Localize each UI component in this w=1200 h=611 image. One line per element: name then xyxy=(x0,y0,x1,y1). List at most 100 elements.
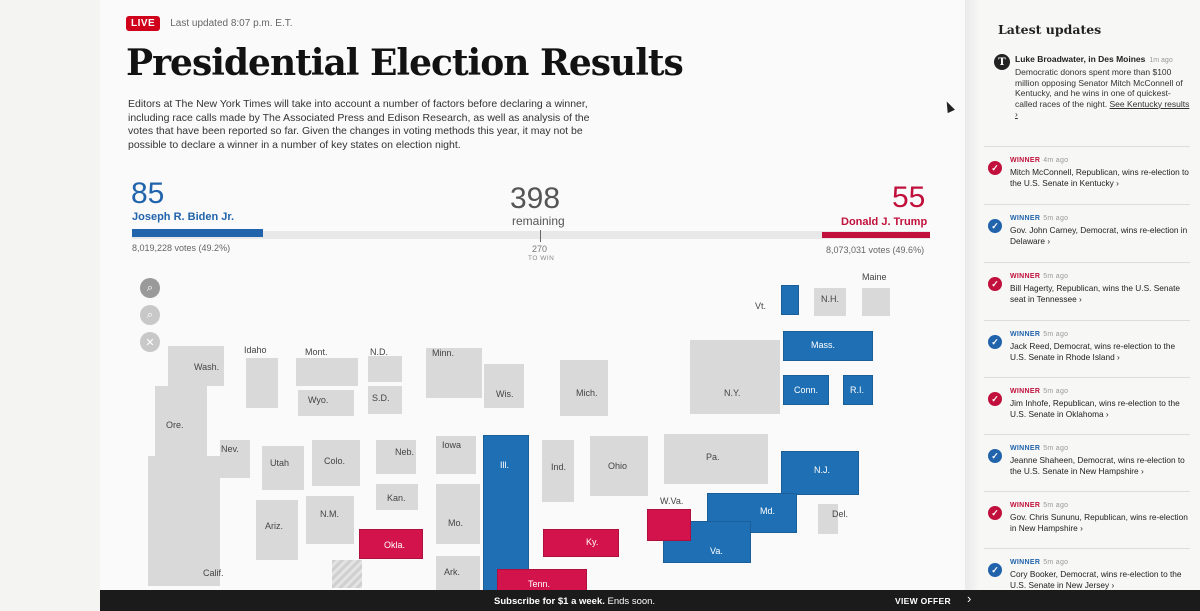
state-tile-nh[interactable] xyxy=(814,288,846,316)
label-ohio: Ohio xyxy=(608,461,628,471)
checkmark-icon: ✓ xyxy=(988,161,1002,175)
label-nd: N.D. xyxy=(370,347,388,357)
label-ariz: Ariz. xyxy=(265,521,283,531)
state-tile-mass[interactable] xyxy=(783,331,873,361)
state-tile-ill[interactable] xyxy=(483,435,529,591)
page-dek: Editors at The New York Times will take … xyxy=(128,98,590,151)
checkmark-icon: ✓ xyxy=(988,506,1002,520)
trump-electoral-count: 55 xyxy=(892,181,926,214)
state-tile-del[interactable] xyxy=(818,504,838,534)
update-item[interactable]: ✓ WINNER 5m ago Jeanne Shaheen, Democrat, w… xyxy=(984,434,1190,484)
state-tile-ind[interactable] xyxy=(542,440,574,502)
state-tile-conn[interactable] xyxy=(783,375,829,405)
checkmark-icon: ✓ xyxy=(988,335,1002,349)
state-tile-nd[interactable] xyxy=(368,356,402,382)
update-item[interactable]: ✓ WINNER 5m ago Jim Inhofe, Republican, win… xyxy=(984,377,1190,427)
update-text: Jeanne Shaheen, Democrat, wins re-electi… xyxy=(1010,455,1185,476)
checkmark-icon: ✓ xyxy=(988,563,1002,577)
update-text: Gov. John Carney, Democrat, wins re-elec… xyxy=(1010,225,1188,246)
state-tile-ny[interactable] xyxy=(690,340,780,414)
state-tile-iowa[interactable] xyxy=(436,436,476,474)
label-mont: Mont. xyxy=(305,347,328,357)
update-time: 5m ago xyxy=(1043,445,1069,452)
update-time: 5m ago xyxy=(1043,388,1069,395)
label-tenn: Tenn. xyxy=(528,579,551,589)
state-tile-mont[interactable] xyxy=(296,358,358,386)
state-tile-nj[interactable] xyxy=(781,451,859,495)
update-item[interactable]: ✓ WINNER 5m ago Jack Reed, Democrat, wins r… xyxy=(984,320,1190,370)
zoom-out-button[interactable]: ⌕ xyxy=(140,305,160,325)
state-tile-colo[interactable] xyxy=(312,440,360,486)
update-text: Bill Hagerty, Republican, wins the U.S. … xyxy=(1010,283,1181,304)
update-text: Mitch McConnell, Republican, wins re-ele… xyxy=(1010,167,1189,188)
label-sd: S.D. xyxy=(372,393,390,403)
label-ark: Ark. xyxy=(444,567,461,577)
state-tile-nev[interactable] xyxy=(220,440,250,478)
subscribe-banner[interactable] xyxy=(100,590,1200,611)
state-tile-wis[interactable] xyxy=(484,364,524,408)
label-minn: Minn. xyxy=(432,348,455,358)
subscribe-offer: Subscribe for $1 a week. xyxy=(494,596,605,607)
state-tile-ore[interactable] xyxy=(155,386,207,456)
view-offer-button[interactable]: VIEW OFFER xyxy=(895,596,951,606)
state-tile-tenn[interactable] xyxy=(497,569,587,591)
winner-label: WINNER 5m ago xyxy=(1010,445,1068,452)
winner-tag: WINNER xyxy=(1010,388,1041,395)
label-nev: Nev. xyxy=(221,444,239,454)
label-calif: Calif. xyxy=(203,568,224,578)
state-tile-ri[interactable] xyxy=(843,375,873,405)
label-ill: Ill. xyxy=(500,460,509,470)
state-tile-wva[interactable] xyxy=(647,509,691,541)
state-tile-ark[interactable] xyxy=(436,556,480,590)
featured-author-name: Luke Broadwater, in Des Moines xyxy=(1015,54,1146,64)
label-del: Del. xyxy=(832,509,849,519)
label-wyo: Wyo. xyxy=(308,395,329,405)
nyt-logo-icon: T xyxy=(994,54,1010,70)
state-tile-mich[interactable] xyxy=(560,360,608,416)
state-tile-ariz[interactable] xyxy=(256,500,298,560)
state-tile-maine[interactable] xyxy=(862,288,890,316)
update-item[interactable]: ✓ WINNER 4m ago Mitch McConnell, Republican… xyxy=(984,146,1190,196)
update-item[interactable]: ✓ WINNER 5m ago Gov. John Carney, Democrat,… xyxy=(984,204,1190,254)
state-tile-ohio[interactable] xyxy=(590,436,648,496)
last-updated-text: Last updated 8:07 p.m. E.T. xyxy=(170,18,293,29)
chevron-right-icon[interactable]: › xyxy=(967,591,972,606)
reset-map-button[interactable]: ✕ xyxy=(140,332,160,352)
state-tile-sd[interactable] xyxy=(368,386,402,414)
state-tile-tex-hatched[interactable] xyxy=(332,560,362,588)
state-tile-utah[interactable] xyxy=(262,446,304,490)
state-tile-wyo[interactable] xyxy=(298,390,354,416)
checkmark-icon: ✓ xyxy=(988,277,1002,291)
state-tile-idaho[interactable] xyxy=(246,358,278,408)
label-vt: Vt. xyxy=(755,301,767,311)
state-tile-kan[interactable] xyxy=(376,484,418,510)
state-tile-okla[interactable] xyxy=(359,529,423,559)
update-item[interactable]: ✓ WINNER 5m ago Gov. Chris Sununu, Republic… xyxy=(984,491,1190,541)
state-tile-mo[interactable] xyxy=(436,484,480,544)
state-tile-wash[interactable] xyxy=(168,346,224,386)
winner-label: WINNER 5m ago xyxy=(1010,388,1068,395)
state-tile-vt[interactable] xyxy=(781,285,799,315)
update-item[interactable]: ✓ WINNER 5m ago Cory Booker, Democrat, wins… xyxy=(984,548,1190,598)
state-tile-calif[interactable] xyxy=(148,456,220,586)
update-text: Cory Booker, Democrat, wins re-election … xyxy=(1010,569,1182,590)
state-tile-neb[interactable] xyxy=(376,440,416,474)
close-icon: ✕ xyxy=(145,336,155,349)
update-time: 5m ago xyxy=(1043,273,1069,280)
winner-label: WINNER 5m ago xyxy=(1010,331,1068,338)
zoom-in-button[interactable]: ⌕ xyxy=(140,278,160,298)
state-tile-minn[interactable] xyxy=(426,348,482,398)
state-tile-ky[interactable] xyxy=(543,529,619,557)
featured-link[interactable]: See Kentucky results › xyxy=(1015,98,1190,120)
update-item[interactable]: ✓ WINNER 5m ago Bill Hagerty, Republican, w… xyxy=(984,262,1190,312)
label-wash: Wash. xyxy=(194,362,220,372)
live-status: LIVE Last updated 8:07 p.m. E.T. xyxy=(126,16,293,31)
winner-tag: WINNER xyxy=(1010,331,1041,338)
state-tile-nm[interactable] xyxy=(306,496,354,544)
checkmark-icon: ✓ xyxy=(988,219,1002,233)
checkmark-icon: ✓ xyxy=(988,449,1002,463)
label-utah: Utah xyxy=(270,458,290,468)
state-tile-pa[interactable] xyxy=(664,434,768,484)
subscribe-text[interactable]: Subscribe for $1 a week. Ends soon. xyxy=(494,596,655,607)
